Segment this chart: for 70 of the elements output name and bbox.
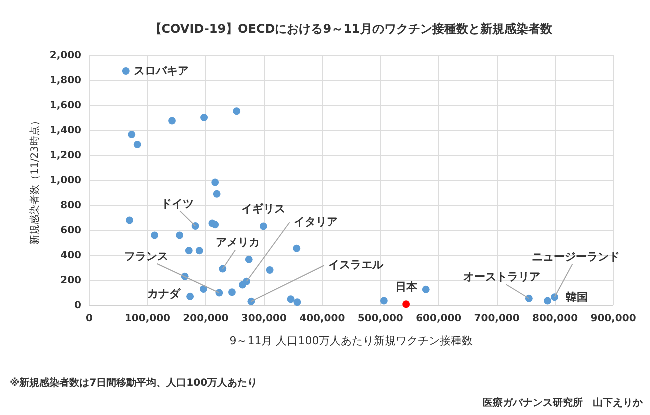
point [551, 294, 558, 302]
y-tick-label: 1,200 [50, 150, 82, 162]
y-tick-label: 600 [60, 226, 82, 236]
point [266, 266, 274, 274]
point [380, 297, 388, 305]
x-tick-label: 200,000 [183, 314, 229, 324]
y-tick-label: 400 [60, 250, 82, 262]
y-tick-label: 800 [60, 200, 82, 212]
point [185, 247, 193, 255]
point [200, 286, 208, 293]
annotation: イギリス [242, 202, 286, 216]
annotation: アメリカ [216, 236, 260, 249]
annotation: オーストラリア [464, 270, 541, 284]
annotation: フランス [124, 250, 168, 263]
annotation: 日本 [395, 280, 418, 294]
point [212, 178, 220, 186]
x-axis-title: 9～11月 人口100万人あたり新規ワクチン接種数 [230, 334, 474, 348]
point [213, 190, 221, 198]
x-tick-label: 800,000 [532, 314, 578, 324]
point [126, 216, 134, 224]
point [293, 244, 301, 252]
y-axis-title: 新規感染者数（11/23時点） [28, 116, 41, 245]
point [245, 256, 253, 264]
annotation: イスラエル [328, 258, 384, 272]
y-tick-label: 200 [60, 276, 82, 286]
annotation: イタリア [294, 216, 338, 229]
y-tick-label: 1,000 [50, 176, 82, 186]
y-tick-label: 0 [74, 300, 82, 312]
point [200, 114, 208, 122]
point [402, 300, 410, 308]
annotation: 韓国 [566, 291, 588, 304]
text: ※新規感染者数は7日間移動平均、人口100万人あたり [10, 377, 258, 389]
point [128, 131, 136, 138]
point [287, 296, 295, 304]
point [134, 141, 142, 148]
point [219, 265, 227, 273]
x-tick-label: 900,000 [590, 314, 636, 324]
x-tick-label: 300,000 [241, 314, 287, 324]
point [196, 247, 204, 255]
y-tick-label: 1,600 [50, 100, 82, 112]
text: 医療ガバナンス研究所 山下えりか [483, 397, 644, 409]
point [243, 278, 250, 286]
annotation: ドイツ [161, 197, 194, 210]
y-tick-label: 1,400 [50, 126, 82, 136]
point [422, 286, 430, 294]
point [260, 222, 268, 230]
point [168, 117, 176, 125]
x-tick-label: 0 [86, 314, 94, 324]
point [525, 294, 533, 302]
x-tick-label: 500,000 [358, 314, 404, 324]
point [176, 232, 184, 240]
annotation: ニュージーランド [532, 250, 620, 264]
annotation: カナダ [147, 288, 182, 301]
x-tick-label: 600,000 [416, 314, 462, 324]
x-tick-label: 100,000 [124, 314, 171, 324]
point [544, 297, 552, 305]
point [122, 68, 130, 75]
y-tick-label: 2,000 [50, 50, 82, 62]
point [228, 288, 236, 296]
point [294, 298, 302, 306]
y-tick-label: 1,800 [50, 76, 82, 86]
x-tick-label: 400,000 [300, 314, 346, 324]
point [233, 108, 241, 116]
chart-title: 【COVID-19】OECDにおける9～11月のワクチン接種数と新規感染者数 [150, 22, 554, 36]
point [212, 221, 220, 229]
point [151, 232, 158, 240]
point [192, 222, 200, 230]
x-tick-label: 700,000 [474, 314, 520, 324]
point [186, 292, 194, 300]
annotation: スロバキア [134, 64, 190, 78]
